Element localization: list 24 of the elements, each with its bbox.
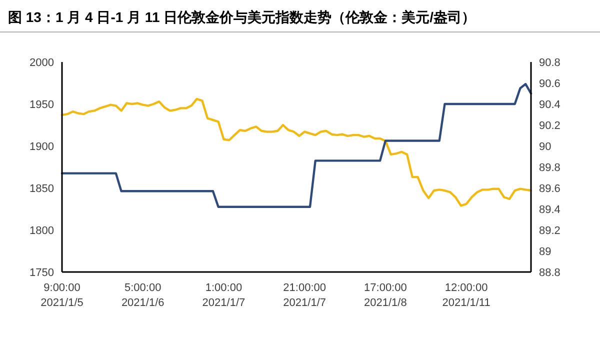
y2-tick-label: 90.2 xyxy=(539,120,560,132)
x-tick-label: 21:00:00 2021/1/7 xyxy=(283,282,326,309)
x-tick-label: 1:00:00 2021/1/7 xyxy=(202,282,246,309)
y2-tick-label: 89.2 xyxy=(539,225,560,237)
y-tick-label: 1950 xyxy=(30,99,54,111)
y2-tick-label: 89.8 xyxy=(539,162,560,174)
y2-tick-label: 89 xyxy=(539,246,552,258)
y2-tick-label: 90.6 xyxy=(539,78,560,90)
y-tick-label: 1800 xyxy=(30,225,54,237)
y2-tick-label: 89.4 xyxy=(539,204,560,216)
y-tick-label: 1750 xyxy=(30,267,54,279)
x-tick-label: 5:00:00 2021/1/6 xyxy=(121,282,164,309)
y-tick-label: 2000 xyxy=(30,57,54,69)
y2-tick-label: 90.8 xyxy=(539,57,560,69)
x-tick-label: 12:00:00 2021/1/11 xyxy=(442,282,490,309)
y-tick-label: 1900 xyxy=(30,141,54,153)
chart-title: 图 13：1 月 4 日-1 月 11 日伦敦金价与美元指数走势（伦敦金：美元/盎司） xyxy=(8,9,476,25)
x-tick-label: 9:00:00 2021/1/5 xyxy=(40,282,84,309)
y-tick-label: 1850 xyxy=(30,183,54,195)
y2-tick-label: 90 xyxy=(539,141,552,153)
y2-tick-label: 88.8 xyxy=(539,267,560,279)
y2-tick-label: 89.6 xyxy=(539,183,560,195)
x-tick-label: 17:00:00 2021/1/8 xyxy=(364,282,407,309)
y2-tick-label: 90.4 xyxy=(539,99,560,111)
